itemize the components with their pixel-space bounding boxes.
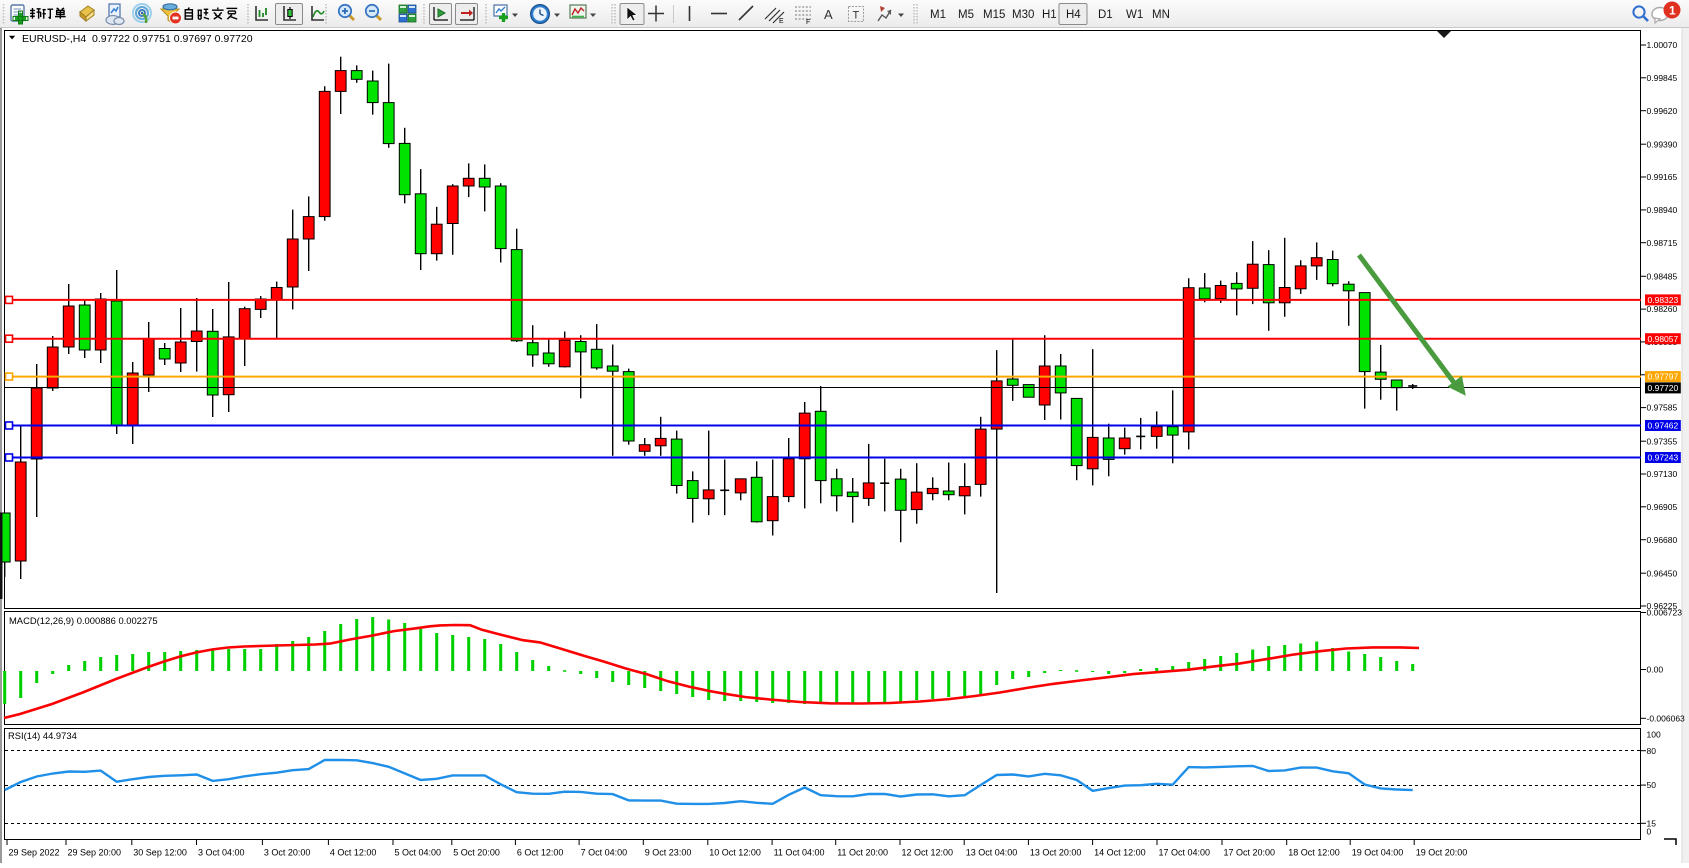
svg-text:4 Oct 12:00: 4 Oct 12:00 (330, 848, 377, 858)
svg-text:0.99165: 0.99165 (1647, 172, 1678, 182)
svg-text:0.99620: 0.99620 (1647, 106, 1678, 116)
svg-text:18 Oct 12:00: 18 Oct 12:00 (1288, 848, 1340, 858)
svg-text:D1: D1 (1098, 9, 1113, 21)
svg-text:29 Sep 20:00: 29 Sep 20:00 (68, 848, 122, 858)
svg-text:19 Oct 04:00: 19 Oct 04:00 (1352, 848, 1404, 858)
svg-text:0.97355: 0.97355 (1647, 436, 1678, 446)
svg-text:6 Oct 12:00: 6 Oct 12:00 (517, 848, 564, 858)
svg-text:0.99390: 0.99390 (1647, 139, 1678, 149)
svg-text:80: 80 (1647, 746, 1657, 756)
svg-text:F: F (806, 19, 810, 26)
svg-text:17 Oct 20:00: 17 Oct 20:00 (1224, 848, 1276, 858)
svg-text:-0.006063: -0.006063 (1647, 713, 1686, 723)
svg-text:EURUSD-,H4 0.97722 0.97751 0.: EURUSD-,H4 0.97722 0.97751 0.97697 0.977… (22, 33, 253, 45)
svg-text:0.98940: 0.98940 (1647, 205, 1678, 215)
svg-text:17 Oct 04:00: 17 Oct 04:00 (1159, 848, 1211, 858)
svg-text:H1: H1 (1042, 9, 1057, 21)
svg-text:M30: M30 (1012, 9, 1034, 21)
svg-text:0.98057: 0.98057 (1648, 334, 1679, 344)
svg-text:MACD(12,26,9) 0.000886 0.00227: MACD(12,26,9) 0.000886 0.002275 (9, 615, 158, 626)
svg-text:1: 1 (1669, 4, 1676, 18)
svg-text:A: A (824, 7, 833, 22)
svg-text:1.00070: 1.00070 (1647, 40, 1678, 50)
svg-text:11 Oct 04:00: 11 Oct 04:00 (774, 848, 825, 858)
svg-text:30 Sep 12:00: 30 Sep 12:00 (133, 848, 187, 858)
svg-text:0.97130: 0.97130 (1647, 469, 1678, 479)
svg-text:15: 15 (1647, 818, 1657, 828)
svg-text:13 Oct 20:00: 13 Oct 20:00 (1030, 848, 1082, 858)
svg-text:T: T (853, 10, 860, 22)
svg-text:5 Oct 04:00: 5 Oct 04:00 (395, 848, 442, 858)
svg-text:E: E (779, 18, 784, 25)
svg-text:0.98715: 0.98715 (1647, 238, 1678, 248)
svg-text:0.98323: 0.98323 (1648, 295, 1679, 305)
svg-text:0.97720: 0.97720 (1648, 383, 1679, 393)
svg-text:0.98260: 0.98260 (1647, 304, 1678, 314)
svg-text:0.96450: 0.96450 (1647, 568, 1678, 578)
svg-text:5 Oct 20:00: 5 Oct 20:00 (453, 848, 500, 858)
svg-text:3 Oct 04:00: 3 Oct 04:00 (198, 848, 245, 858)
svg-text:100: 100 (1647, 730, 1661, 740)
svg-text:12 Oct 12:00: 12 Oct 12:00 (902, 848, 954, 858)
svg-text:14 Oct 12:00: 14 Oct 12:00 (1094, 848, 1146, 858)
svg-text:0.97243: 0.97243 (1648, 453, 1679, 463)
svg-text:0.97585: 0.97585 (1647, 403, 1678, 413)
svg-text:W1: W1 (1126, 9, 1143, 21)
svg-text:0.96905: 0.96905 (1647, 502, 1678, 512)
svg-text:0.99845: 0.99845 (1647, 73, 1678, 83)
svg-text:0.97797: 0.97797 (1648, 372, 1679, 382)
svg-text:10 Oct 12:00: 10 Oct 12:00 (709, 848, 761, 858)
svg-text:7 Oct 04:00: 7 Oct 04:00 (581, 848, 628, 858)
svg-text:0.006723: 0.006723 (1647, 608, 1683, 618)
svg-text:M15: M15 (983, 9, 1005, 21)
svg-text:13 Oct 04:00: 13 Oct 04:00 (966, 848, 1018, 858)
svg-text:RSI(14) 44.9734: RSI(14) 44.9734 (8, 730, 77, 741)
svg-text:MN: MN (1152, 9, 1170, 21)
svg-text:0.98485: 0.98485 (1647, 271, 1678, 281)
svg-text:0.96680: 0.96680 (1647, 535, 1678, 545)
svg-text:H4: H4 (1066, 9, 1081, 21)
svg-text:29 Sep 2022: 29 Sep 2022 (9, 848, 60, 858)
svg-text:19 Oct 20:00: 19 Oct 20:00 (1416, 848, 1468, 858)
svg-text:9 Oct 23:00: 9 Oct 23:00 (645, 848, 692, 858)
svg-text:11 Oct 20:00: 11 Oct 20:00 (837, 848, 888, 858)
svg-text:M5: M5 (958, 9, 974, 21)
svg-text:3 Oct 20:00: 3 Oct 20:00 (264, 848, 311, 858)
svg-text:50: 50 (1647, 780, 1657, 790)
svg-text:0.97462: 0.97462 (1648, 421, 1679, 431)
svg-text:M1: M1 (930, 9, 946, 21)
svg-text:0.00: 0.00 (1647, 665, 1664, 675)
svg-text:0: 0 (1647, 827, 1652, 837)
svg-text:0.96225: 0.96225 (1647, 601, 1678, 611)
